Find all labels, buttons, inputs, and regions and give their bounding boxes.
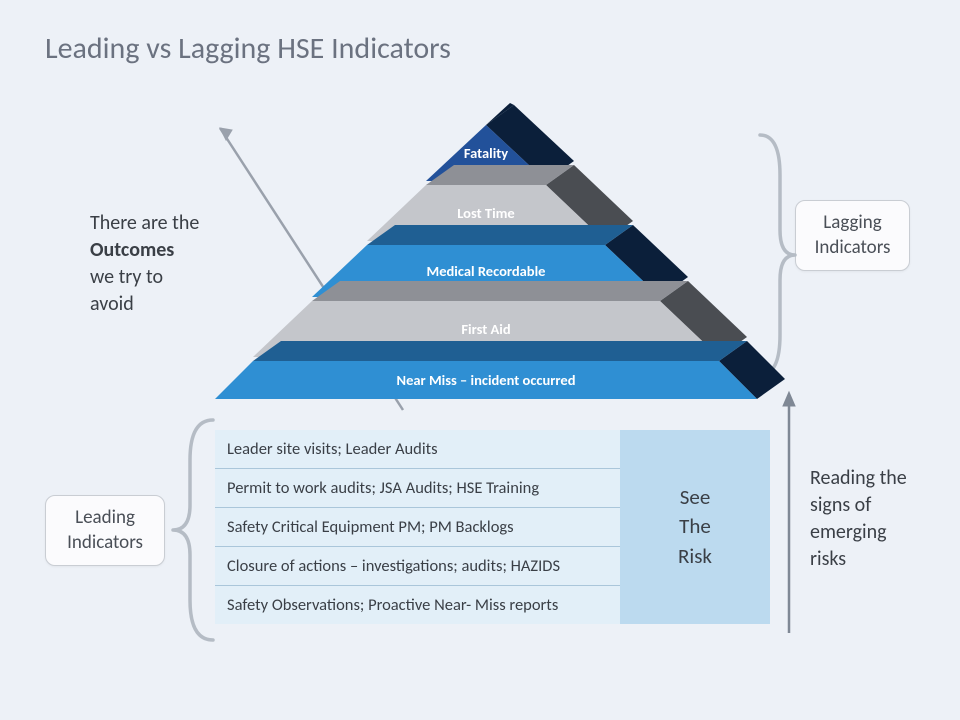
leading-brace-icon [165, 415, 220, 645]
see-the-risk-label: See The Risk [678, 483, 712, 571]
leading-list-row: Leader site visits; Leader Audits [215, 430, 620, 468]
emerging-text-3: emerging [810, 520, 887, 544]
lagging-callout: Lagging Indicators [795, 200, 910, 271]
outcomes-text-4: avoid [90, 292, 134, 316]
emerging-annotation: Reading the signs of emerging risks [810, 465, 950, 573]
emerging-text-1: Reading the [810, 466, 907, 490]
slide-stage: Leading vs Lagging HSE Indicators There … [0, 0, 960, 720]
lagging-callout-label: Lagging Indicators [815, 211, 891, 259]
leading-callout-label: Leading Indicators [67, 506, 143, 554]
leading-list-row: Permit to work audits; JSA Audits; HSE T… [215, 468, 620, 507]
emerging-arrow-icon [775, 388, 805, 638]
leading-list-row: Safety Critical Equipment PM; PM Backlog… [215, 507, 620, 546]
pyramid-layer: Near Miss – incident occurred [215, 361, 770, 423]
outcomes-text-3: we try to [90, 265, 163, 289]
leading-list-row: Closure of actions – investigations; aud… [215, 546, 620, 585]
see-the-risk-panel: See The Risk [620, 430, 770, 624]
outcomes-text-1: There are the [90, 211, 199, 235]
leading-list-row: Safety Observations; Proactive Near- Mis… [215, 585, 620, 624]
leading-list-block: Leader site visits; Leader AuditsPermit … [215, 430, 770, 624]
leading-list-rows: Leader site visits; Leader AuditsPermit … [215, 430, 620, 624]
pyramid-chart: FatalityLost TimeMedical RecordableFirst… [215, 95, 770, 430]
page-title: Leading vs Lagging HSE Indicators [45, 30, 451, 67]
leading-callout: Leading Indicators [45, 495, 165, 566]
emerging-text-2: signs of [810, 493, 871, 517]
emerging-text-4: risks [810, 547, 846, 571]
outcomes-text-bold: Outcomes [90, 238, 174, 262]
